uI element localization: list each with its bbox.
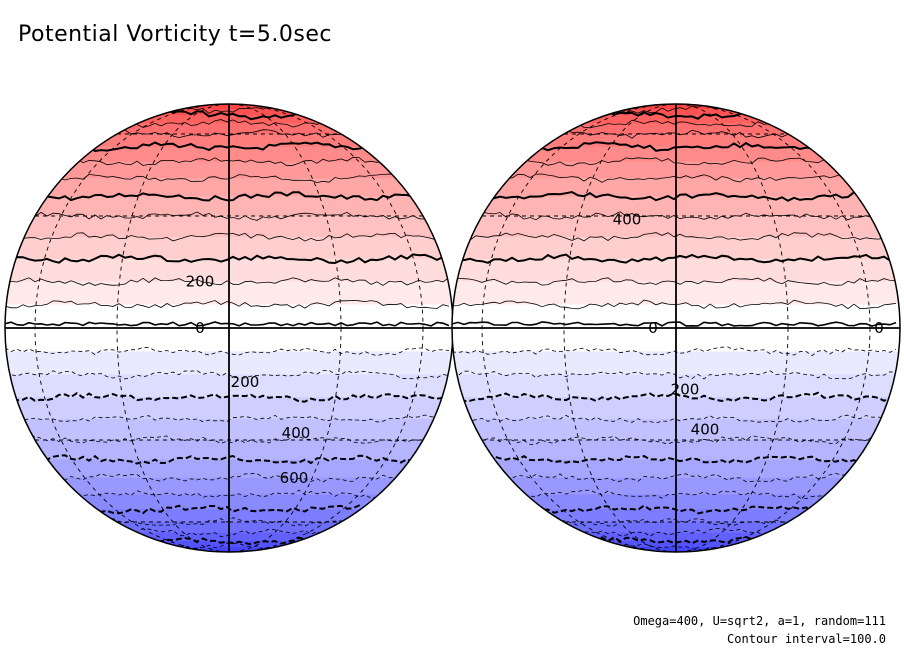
contour-line xyxy=(452,370,897,380)
contour-interval-note: Contour interval=100.0 xyxy=(727,632,886,646)
plot-title: Potential Vorticity t=5.0sec xyxy=(18,22,332,47)
contour-label: 200 xyxy=(186,272,215,290)
contour-line xyxy=(452,346,897,357)
contour-label: 400 xyxy=(691,421,720,439)
contour-label: 400 xyxy=(282,424,311,442)
contour-label: 200 xyxy=(671,381,700,399)
contour-line xyxy=(5,191,450,202)
right-hemisphere: 400 0 0 200 400 xyxy=(451,103,901,553)
contour-label: 200 xyxy=(231,373,260,391)
contour-line xyxy=(5,435,450,444)
contour-line xyxy=(452,173,897,183)
contour-line xyxy=(5,253,450,265)
contour-line xyxy=(452,414,897,424)
contour-line xyxy=(5,173,450,184)
contour-line xyxy=(452,232,897,242)
contour-line xyxy=(5,277,450,286)
contour-line xyxy=(5,473,450,483)
globe-outline xyxy=(451,103,901,553)
contour-line xyxy=(452,473,897,483)
parameters-note: Omega=400, U=sqrt2, a=1, random=111 xyxy=(633,614,886,628)
contour-line xyxy=(452,190,897,202)
contour-label: 0 xyxy=(195,319,205,337)
contour-line xyxy=(452,277,897,286)
contour-line xyxy=(452,391,897,403)
contour-label: 400 xyxy=(613,210,642,228)
contour-line xyxy=(452,211,897,221)
contour-line xyxy=(452,299,897,310)
contour-line xyxy=(5,369,450,380)
contour-line xyxy=(452,435,897,445)
contour-line xyxy=(452,455,897,465)
contour-line xyxy=(5,454,450,465)
contour-line xyxy=(5,232,450,242)
contour-line xyxy=(5,391,450,403)
zero-contour xyxy=(452,321,897,327)
left-hemisphere: 200 0 200 400 600 xyxy=(4,103,454,553)
contour-label: 0 xyxy=(874,319,884,337)
contour-line xyxy=(5,346,450,357)
contour-label: 0 xyxy=(648,319,658,337)
contour-line xyxy=(452,253,897,264)
contour-line xyxy=(5,299,450,309)
zero-contour xyxy=(5,321,450,327)
contour-label: 600 xyxy=(280,469,309,487)
